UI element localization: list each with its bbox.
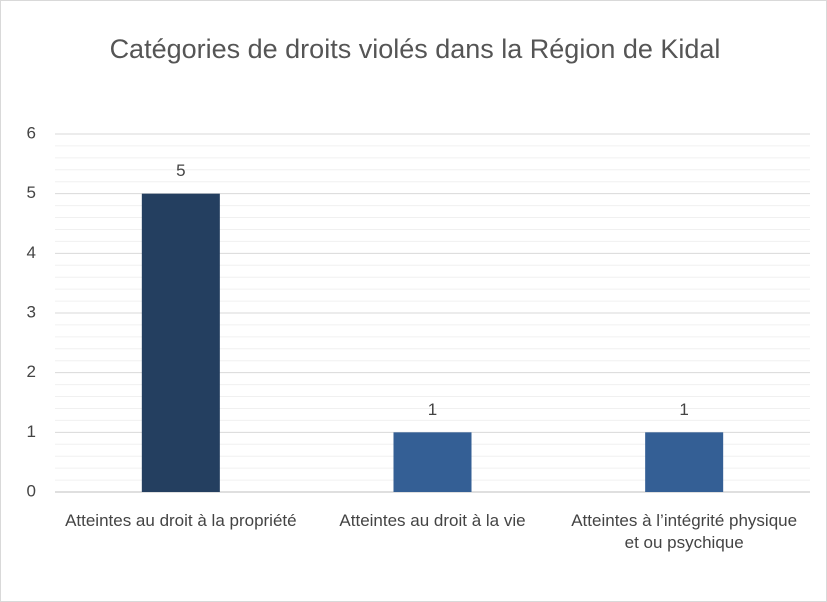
y-tick-label: 6 [27, 123, 36, 142]
data-label: 1 [428, 400, 437, 419]
x-tick-label: Atteintes à l’intégrité physique et ou p… [571, 511, 798, 552]
x-tick-label: Atteintes au droit à la propriété [65, 511, 297, 530]
bar [645, 432, 724, 492]
x-tick-label: Atteintes au droit à la vie [339, 511, 526, 530]
data-label: 1 [679, 400, 688, 419]
y-tick-label: 4 [27, 243, 36, 262]
data-label: 5 [176, 161, 185, 180]
y-tick-label: 0 [27, 481, 36, 500]
y-tick-label: 1 [27, 422, 36, 441]
chart-title: Catégories de droits violés dans la Régi… [109, 34, 721, 64]
bar [141, 193, 220, 492]
y-tick-label: 2 [27, 362, 36, 381]
y-tick-label: 5 [27, 183, 36, 202]
bar [393, 432, 472, 492]
y-tick-label: 3 [27, 302, 36, 321]
